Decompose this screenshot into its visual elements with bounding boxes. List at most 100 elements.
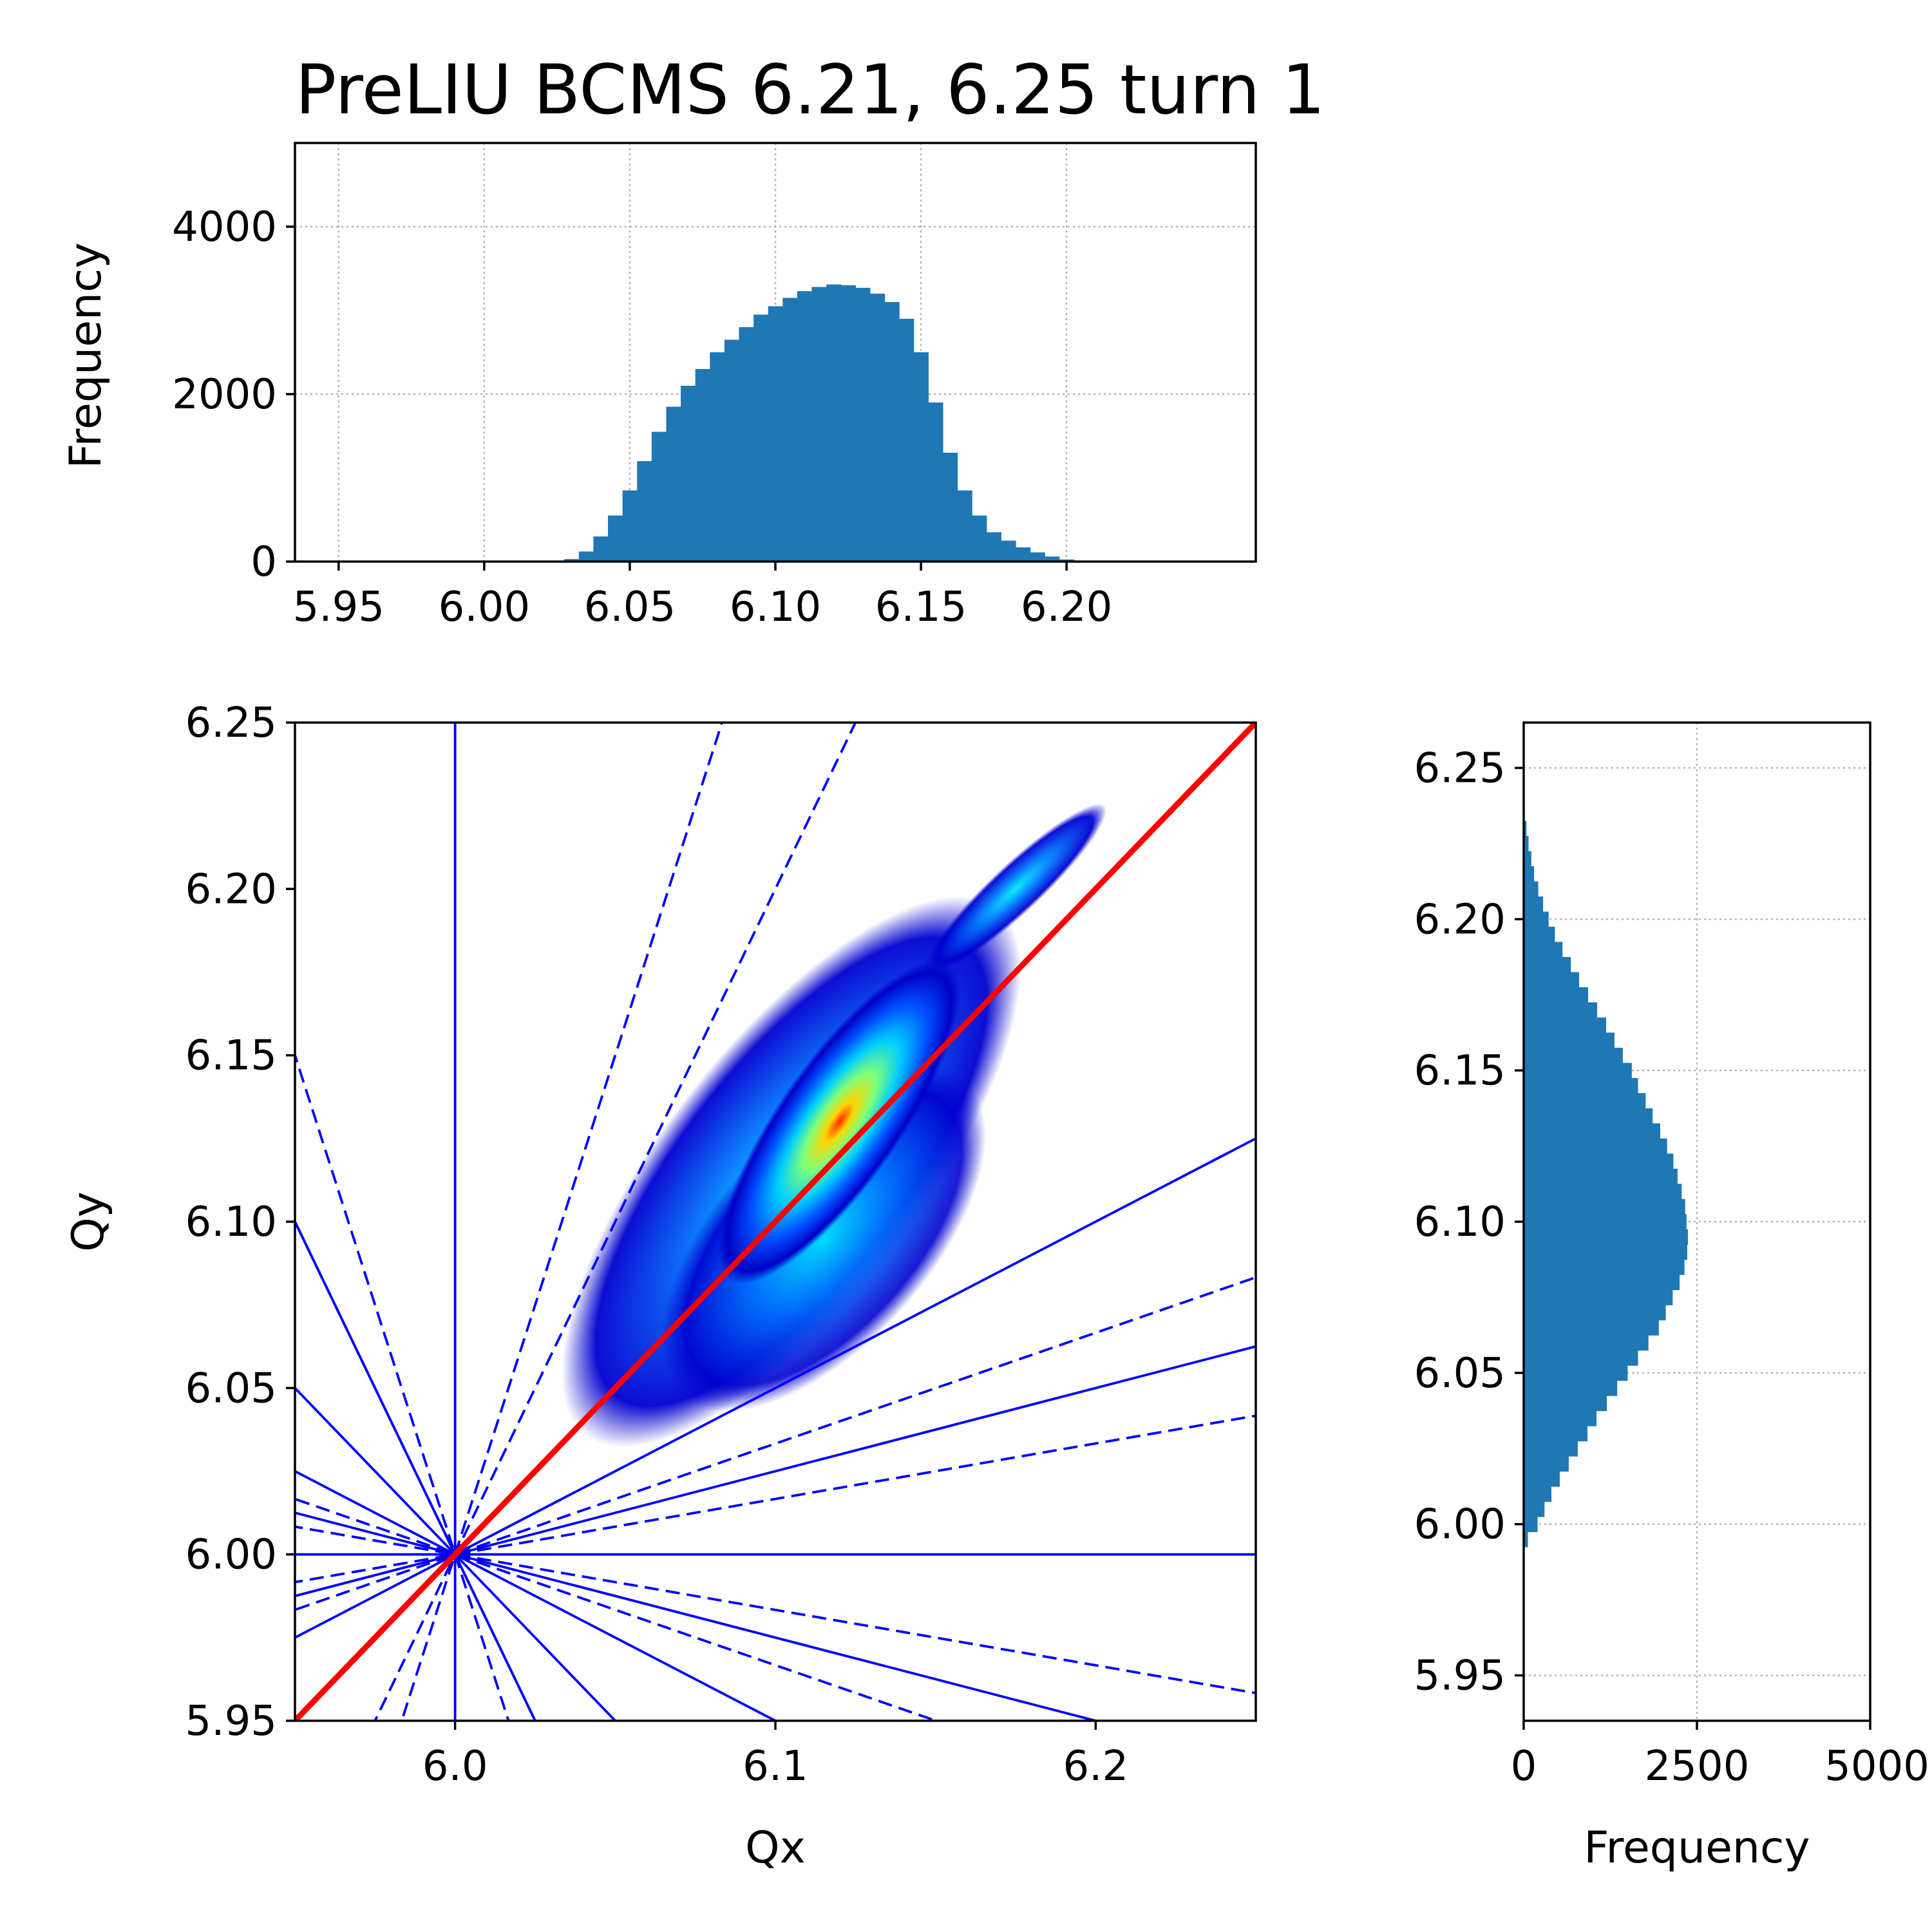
qy-histogram-bar bbox=[1524, 987, 1589, 1003]
qx-histogram-bar bbox=[913, 352, 929, 562]
qy-histogram-bar bbox=[1524, 1471, 1560, 1487]
qy-histogram-bar bbox=[1524, 1032, 1615, 1048]
qy-histogram-bar bbox=[1524, 1531, 1528, 1548]
qx-histogram-bar bbox=[826, 284, 842, 562]
tune-diagram-xlabel: Qx bbox=[745, 1823, 806, 1873]
qx-histogram-bar bbox=[1016, 547, 1031, 562]
qy-histogram-bar bbox=[1524, 1229, 1689, 1245]
qx-histogram-bar bbox=[608, 515, 623, 562]
qy-histogram-bar bbox=[1524, 1138, 1667, 1154]
qy-histogram-bar bbox=[1524, 1244, 1687, 1260]
cloud-tail bbox=[924, 803, 1107, 974]
qx-histogram-bar bbox=[869, 294, 886, 562]
qx-histogram-bar bbox=[564, 559, 580, 562]
resonance-line bbox=[295, 1511, 1101, 1721]
qy-histogram-bar bbox=[1524, 851, 1531, 867]
qy-histogram-bars bbox=[1524, 806, 1689, 1548]
qy-histogram-bar bbox=[1524, 1335, 1649, 1351]
qy-histogram-bar bbox=[1524, 1486, 1552, 1502]
qy-histogram-bar bbox=[1524, 942, 1563, 958]
qx-histogram-bar bbox=[681, 386, 696, 562]
tune-diagram-panel: 6.0 6.1 6.2 5.95 6.00 6.05 6.10 6.15 6.20 6.25 Q… bbox=[63, 699, 1257, 1873]
qy-histogram-bar bbox=[1524, 927, 1555, 943]
qy-histogram-bar bbox=[1524, 1123, 1660, 1139]
qy-histogram-bar bbox=[1524, 1426, 1587, 1442]
qy-histogram-bar bbox=[1524, 1274, 1680, 1291]
qy-histogram-bar bbox=[1524, 1168, 1678, 1184]
qy-histogram-bar bbox=[1524, 1365, 1628, 1381]
qy-histogram-bar bbox=[1524, 1259, 1685, 1275]
tune-diagram-ytick-label: 6.15 bbox=[185, 1032, 278, 1080]
qx-histogram-bar bbox=[840, 285, 856, 562]
qy-histogram-bar bbox=[1524, 820, 1527, 837]
qy-histogram-bar bbox=[1524, 957, 1571, 973]
qy-histogram-bar bbox=[1524, 836, 1529, 852]
qx-histogram-ylabel: Frequency bbox=[61, 242, 111, 468]
qy-histogram-bar bbox=[1524, 1289, 1673, 1305]
qx-histogram-bar bbox=[637, 461, 652, 562]
resonance-lines bbox=[295, 723, 1256, 1721]
qy-histogram-bar bbox=[1524, 866, 1535, 882]
qy-histogram-ytick-label: 5.95 bbox=[1414, 1653, 1506, 1700]
chart-title: PreLIU BCMS 6.21, 6.25 turn 1 bbox=[295, 50, 1325, 129]
qy-histogram-bar bbox=[1524, 1441, 1578, 1457]
qx-histogram-bar bbox=[1030, 552, 1045, 562]
tune-diagram-ytick-label: 6.00 bbox=[185, 1531, 278, 1579]
tune-diagram-ytick-label: 6.25 bbox=[185, 699, 278, 747]
qx-histogram-bar bbox=[811, 287, 827, 562]
resonance-line bbox=[295, 1137, 1256, 1639]
qy-histogram-bar bbox=[1524, 1456, 1569, 1472]
qy-histogram-ytick-label: 6.10 bbox=[1414, 1198, 1506, 1246]
resonance-line bbox=[295, 1525, 1256, 1694]
qy-histogram-panel: 0 2500 5000 5.95 6.00 6.05 6.10 6.15 6.20 6.25 F… bbox=[1414, 721, 1929, 1873]
tune-diagram-ytick-label: 6.05 bbox=[185, 1365, 278, 1412]
qy-histogram-bar bbox=[1524, 1350, 1638, 1366]
qx-histogram-bar bbox=[651, 431, 667, 562]
qx-histogram-bar bbox=[1001, 540, 1016, 562]
qy-histogram-bar bbox=[1524, 1002, 1598, 1018]
cloud-bulk bbox=[661, 1065, 987, 1412]
tune-diagram-ytick-label: 6.20 bbox=[185, 866, 278, 913]
qx-histogram-bar bbox=[782, 298, 798, 562]
qy-histogram-ytick-label: 6.25 bbox=[1414, 744, 1506, 792]
qy-histogram-bar bbox=[1524, 1077, 1638, 1094]
qy-histogram-bar bbox=[1524, 1047, 1623, 1064]
qy-histogram-bar bbox=[1524, 1380, 1618, 1396]
qx-histogram-bar bbox=[578, 551, 594, 562]
qy-histogram-xtick-label: 0 bbox=[1511, 1743, 1537, 1790]
qx-histogram-bar bbox=[1045, 556, 1060, 562]
qx-histogram-xtick-label: 5.95 bbox=[293, 583, 385, 631]
qy-histogram-bar bbox=[1524, 1017, 1607, 1034]
qx-histogram-bar bbox=[739, 327, 754, 562]
qx-histogram-bar bbox=[928, 402, 943, 562]
qy-histogram-bar bbox=[1524, 1184, 1682, 1200]
qy-histogram-bar bbox=[1524, 972, 1580, 988]
qy-histogram-bar bbox=[1524, 1501, 1545, 1517]
resonance-line bbox=[295, 1345, 1256, 1598]
qy-histogram-bar bbox=[1524, 881, 1539, 897]
qy-histogram-ytick-label: 6.20 bbox=[1414, 896, 1506, 943]
qx-histogram-bar bbox=[986, 532, 1001, 562]
qy-histogram-bar bbox=[1524, 1305, 1666, 1321]
qy-histogram-bar bbox=[1524, 1516, 1538, 1533]
qx-histogram-bar bbox=[695, 369, 710, 562]
qy-histogram-ytick-label: 6.15 bbox=[1414, 1047, 1506, 1095]
qx-histogram-panel: 5.95 6.00 6.05 6.10 6.15 6.20 0 2000 4000 Frequ… bbox=[61, 142, 1257, 631]
qy-histogram-bar bbox=[1524, 1063, 1632, 1079]
qy-histogram-bar bbox=[1524, 1153, 1674, 1170]
tune-diagram-xtick-label: 6.2 bbox=[1063, 1743, 1128, 1790]
qy-histogram-xtick-label: 5000 bbox=[1824, 1743, 1929, 1790]
qx-histogram-bar bbox=[753, 314, 769, 562]
qy-histogram-xlabel: Frequency bbox=[1584, 1823, 1810, 1873]
qy-histogram-bar bbox=[1524, 1320, 1659, 1336]
diagonal-line bbox=[295, 723, 1256, 1721]
qy-histogram-bar bbox=[1524, 911, 1549, 927]
qy-histogram-bar bbox=[1524, 1108, 1653, 1124]
qx-histogram-bar bbox=[884, 302, 900, 562]
qx-histogram-bar bbox=[710, 352, 725, 562]
qx-histogram-bar bbox=[666, 406, 681, 562]
resonance-line bbox=[295, 1414, 1256, 1584]
qy-histogram-bar bbox=[1524, 1093, 1646, 1109]
qx-histogram-ytick-label: 2000 bbox=[172, 371, 277, 419]
